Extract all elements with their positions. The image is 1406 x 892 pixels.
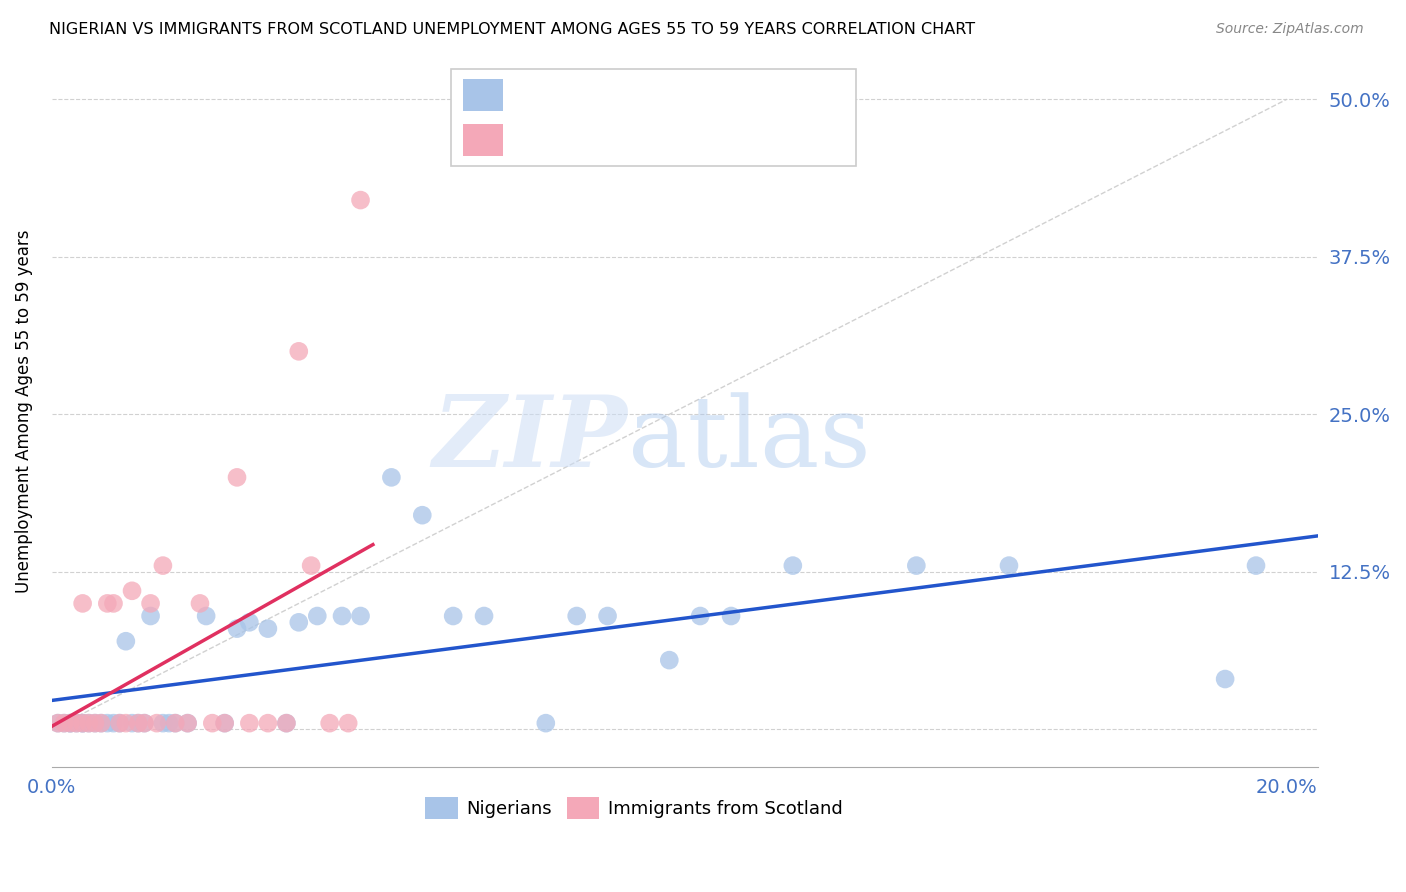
Point bbox=[121, 716, 143, 731]
Y-axis label: Unemployment Among Ages 55 to 59 years: Unemployment Among Ages 55 to 59 years bbox=[15, 229, 32, 593]
Point bbox=[214, 716, 236, 731]
Point bbox=[152, 558, 174, 573]
Point bbox=[411, 508, 433, 523]
Point bbox=[77, 716, 100, 731]
Point bbox=[1213, 672, 1236, 686]
Point bbox=[84, 716, 107, 731]
Point bbox=[380, 470, 402, 484]
Point bbox=[53, 716, 76, 731]
Point bbox=[77, 716, 100, 731]
Point bbox=[276, 716, 298, 731]
Point bbox=[96, 716, 118, 731]
Point bbox=[257, 622, 280, 636]
Point bbox=[115, 716, 138, 731]
Point bbox=[596, 609, 619, 624]
Point bbox=[472, 609, 495, 624]
Point bbox=[226, 622, 249, 636]
Point bbox=[59, 716, 82, 731]
Point bbox=[139, 596, 162, 610]
Text: atlas: atlas bbox=[628, 392, 870, 488]
Point bbox=[441, 609, 464, 624]
Point bbox=[108, 716, 131, 731]
Point bbox=[176, 716, 198, 731]
Point bbox=[1244, 558, 1267, 573]
Point bbox=[299, 558, 322, 573]
Point bbox=[658, 653, 681, 667]
Point bbox=[103, 716, 125, 731]
Point bbox=[330, 609, 353, 624]
Point bbox=[72, 716, 94, 731]
Point bbox=[238, 615, 260, 630]
Point bbox=[195, 609, 218, 624]
Point bbox=[72, 596, 94, 610]
Point bbox=[165, 716, 187, 731]
Point bbox=[238, 716, 260, 731]
Point bbox=[84, 716, 107, 731]
Point bbox=[103, 596, 125, 610]
Text: Source: ZipAtlas.com: Source: ZipAtlas.com bbox=[1216, 22, 1364, 37]
Point bbox=[257, 716, 280, 731]
Point bbox=[46, 716, 69, 731]
Legend: Nigerians, Immigrants from Scotland: Nigerians, Immigrants from Scotland bbox=[418, 789, 851, 826]
Point bbox=[214, 716, 236, 731]
Point bbox=[565, 609, 588, 624]
Point bbox=[905, 558, 928, 573]
Point bbox=[96, 596, 118, 610]
Point bbox=[689, 609, 711, 624]
Text: ZIP: ZIP bbox=[433, 392, 628, 488]
Point bbox=[108, 716, 131, 731]
Point bbox=[121, 583, 143, 598]
Point bbox=[65, 716, 87, 731]
Point bbox=[188, 596, 211, 610]
Point bbox=[72, 716, 94, 731]
Point bbox=[318, 716, 340, 731]
Point bbox=[349, 193, 371, 207]
Point bbox=[90, 716, 112, 731]
Point bbox=[145, 716, 167, 731]
Point bbox=[90, 716, 112, 731]
Point bbox=[127, 716, 149, 731]
Point bbox=[59, 716, 82, 731]
Point bbox=[307, 609, 329, 624]
Point bbox=[337, 716, 360, 731]
Point bbox=[276, 716, 298, 731]
Point bbox=[59, 716, 82, 731]
Point bbox=[226, 470, 249, 484]
Point bbox=[349, 609, 371, 624]
Point bbox=[782, 558, 804, 573]
Point bbox=[720, 609, 742, 624]
Point bbox=[46, 716, 69, 731]
Point bbox=[53, 716, 76, 731]
Point bbox=[157, 716, 180, 731]
Point bbox=[165, 716, 187, 731]
Point bbox=[201, 716, 224, 731]
Point bbox=[152, 716, 174, 731]
Point bbox=[134, 716, 156, 731]
Point bbox=[288, 344, 311, 359]
Point bbox=[176, 716, 198, 731]
Point bbox=[72, 716, 94, 731]
Point bbox=[288, 615, 311, 630]
Point bbox=[127, 716, 149, 731]
Point bbox=[998, 558, 1021, 573]
Point bbox=[134, 716, 156, 731]
Point bbox=[139, 609, 162, 624]
Point bbox=[534, 716, 557, 731]
Point bbox=[115, 634, 138, 648]
Text: NIGERIAN VS IMMIGRANTS FROM SCOTLAND UNEMPLOYMENT AMONG AGES 55 TO 59 YEARS CORR: NIGERIAN VS IMMIGRANTS FROM SCOTLAND UNE… bbox=[49, 22, 976, 37]
Point bbox=[65, 716, 87, 731]
